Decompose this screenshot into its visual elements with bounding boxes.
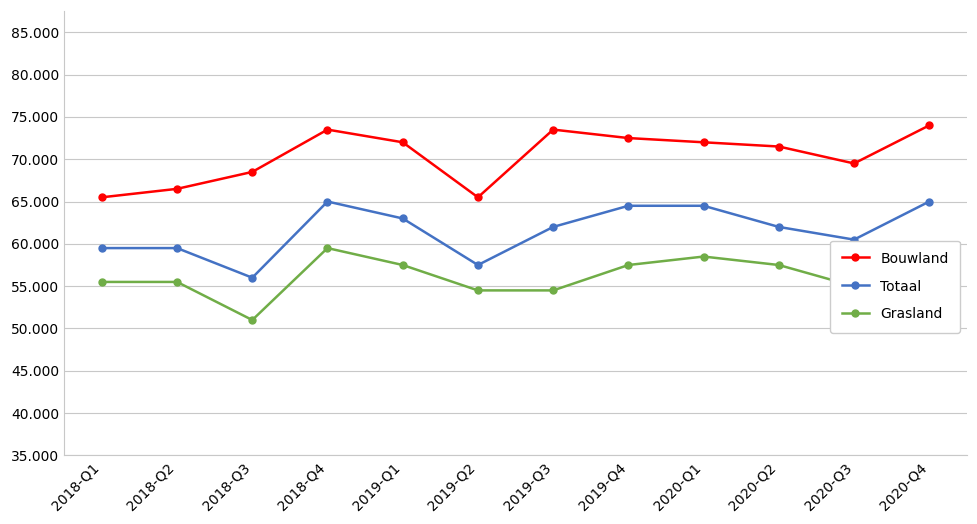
Grasland xyxy=(922,245,934,251)
Bouwland xyxy=(472,194,484,201)
Totaal xyxy=(96,245,107,251)
Bouwland xyxy=(847,160,859,167)
Grasland xyxy=(772,262,784,268)
Grasland xyxy=(622,262,634,268)
Totaal xyxy=(171,245,183,251)
Totaal xyxy=(622,203,634,209)
Grasland xyxy=(397,262,408,268)
Totaal xyxy=(922,199,934,205)
Grasland xyxy=(96,279,107,285)
Grasland xyxy=(246,317,258,323)
Bouwland xyxy=(96,194,107,201)
Line: Totaal: Totaal xyxy=(99,198,932,281)
Bouwland xyxy=(622,135,634,141)
Grasland xyxy=(472,287,484,293)
Grasland xyxy=(321,245,333,251)
Bouwland xyxy=(922,122,934,128)
Bouwland xyxy=(697,139,708,146)
Bouwland xyxy=(547,126,559,133)
Grasland xyxy=(547,287,559,293)
Totaal xyxy=(847,236,859,243)
Bouwland xyxy=(171,185,183,192)
Grasland xyxy=(847,283,859,289)
Line: Grasland: Grasland xyxy=(99,245,932,323)
Bouwland xyxy=(772,144,784,150)
Totaal xyxy=(772,224,784,230)
Totaal xyxy=(321,199,333,205)
Legend: Bouwland, Totaal, Grasland: Bouwland, Totaal, Grasland xyxy=(829,241,959,333)
Bouwland xyxy=(397,139,408,146)
Totaal xyxy=(472,262,484,268)
Bouwland xyxy=(246,169,258,175)
Totaal xyxy=(547,224,559,230)
Grasland xyxy=(697,254,708,260)
Totaal xyxy=(397,215,408,222)
Totaal xyxy=(697,203,708,209)
Totaal xyxy=(246,275,258,281)
Line: Bouwland: Bouwland xyxy=(99,122,932,201)
Grasland xyxy=(171,279,183,285)
Bouwland xyxy=(321,126,333,133)
